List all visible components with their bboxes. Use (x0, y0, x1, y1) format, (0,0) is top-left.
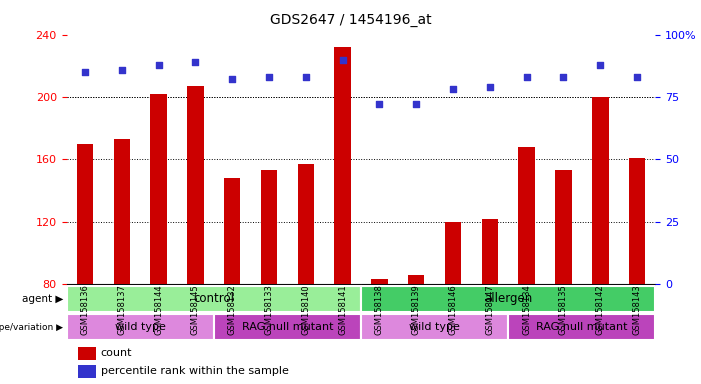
Bar (518, 147, 535, 284)
Bar (224, 178, 240, 284)
Text: GSM158137: GSM158137 (117, 284, 126, 335)
Text: count: count (101, 348, 132, 358)
Text: GSM158144: GSM158144 (154, 284, 163, 335)
Text: GDS2647 / 1454196_at: GDS2647 / 1454196_at (270, 13, 431, 27)
Bar (214, 314, 361, 340)
Text: wild type: wild type (115, 322, 165, 333)
Text: GSM158138: GSM158138 (375, 284, 384, 335)
Bar (76, 144, 93, 284)
Text: GSM158140: GSM158140 (301, 284, 311, 335)
Point (447, 86, 458, 93)
Bar (67, 286, 361, 311)
Bar (629, 158, 646, 284)
Text: GSM158145: GSM158145 (191, 284, 200, 335)
Text: GSM158136: GSM158136 (81, 284, 90, 335)
Text: genotype/variation ▶: genotype/variation ▶ (0, 323, 63, 332)
Text: wild type: wild type (409, 322, 460, 333)
Text: RAG null mutant: RAG null mutant (536, 322, 627, 333)
Point (374, 101, 385, 108)
Point (521, 74, 532, 80)
Point (484, 84, 496, 90)
Bar (482, 218, 498, 284)
Text: GSM158143: GSM158143 (632, 284, 641, 335)
Point (300, 74, 311, 80)
Bar (371, 280, 388, 284)
Text: RAG null mutant: RAG null mutant (242, 322, 333, 333)
Bar (361, 314, 508, 340)
Bar (67, 314, 214, 340)
Bar (334, 47, 351, 284)
Point (153, 61, 164, 68)
Text: GSM158139: GSM158139 (411, 284, 421, 335)
Bar (79, 365, 96, 378)
Bar (150, 94, 167, 284)
Text: GSM158147: GSM158147 (485, 284, 494, 335)
Text: GSM158134: GSM158134 (522, 284, 531, 335)
Bar (261, 170, 278, 284)
Point (411, 101, 422, 108)
Bar (361, 286, 655, 311)
Bar (555, 170, 572, 284)
Point (594, 61, 606, 68)
Point (632, 74, 643, 80)
Point (79, 69, 90, 75)
Bar (444, 222, 461, 284)
Point (116, 66, 128, 73)
Text: allergen: allergen (484, 292, 532, 305)
Bar (592, 97, 608, 284)
Bar (408, 275, 425, 284)
Text: GSM158141: GSM158141 (338, 284, 347, 335)
Text: GSM158142: GSM158142 (596, 284, 605, 335)
Point (190, 59, 201, 65)
Point (226, 76, 238, 83)
Point (558, 74, 569, 80)
Text: percentile rank within the sample: percentile rank within the sample (101, 366, 289, 376)
Point (337, 56, 348, 63)
Bar (114, 139, 130, 284)
Text: GSM158133: GSM158133 (264, 284, 273, 335)
Text: GSM158146: GSM158146 (449, 284, 458, 335)
Text: GSM158135: GSM158135 (559, 284, 568, 335)
Bar (297, 164, 314, 284)
Text: agent ▶: agent ▶ (22, 293, 63, 304)
Text: control: control (193, 292, 234, 305)
Bar (79, 347, 96, 360)
Bar (187, 86, 204, 284)
Bar (508, 314, 655, 340)
Text: GSM158132: GSM158132 (228, 284, 237, 335)
Point (264, 74, 275, 80)
